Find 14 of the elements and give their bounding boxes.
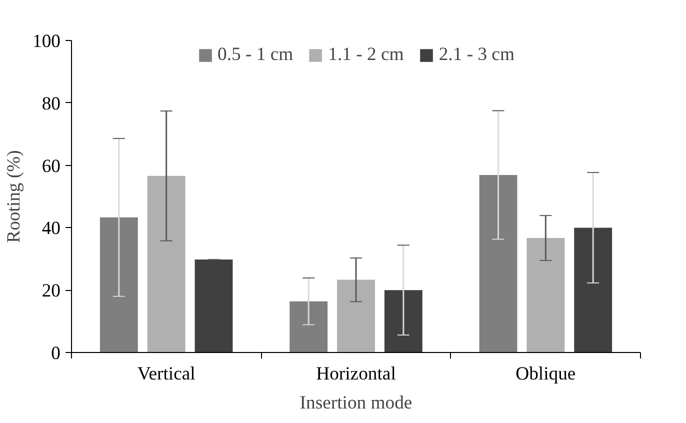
legend-label: 1.1 - 2 cm <box>328 44 404 66</box>
y-axis-title: Rooting (%) <box>4 150 25 243</box>
x-tick-label: Horizontal <box>316 364 396 384</box>
legend-label: 0.5 - 1 cm <box>218 44 294 66</box>
y-tick-label: 0 <box>51 343 60 364</box>
x-tick-label: Oblique <box>516 364 576 384</box>
y-tick-label: 20 <box>42 280 60 302</box>
legend-label: 2.1 - 3 cm <box>438 44 514 66</box>
y-tick-label: 40 <box>42 218 60 240</box>
y-tick-label: 100 <box>32 31 60 52</box>
y-tick-label: 80 <box>42 93 60 114</box>
x-tick-label: Vertical <box>137 364 196 384</box>
x-axis-title: Insertion mode <box>300 392 412 414</box>
y-tick-label: 60 <box>42 156 60 177</box>
